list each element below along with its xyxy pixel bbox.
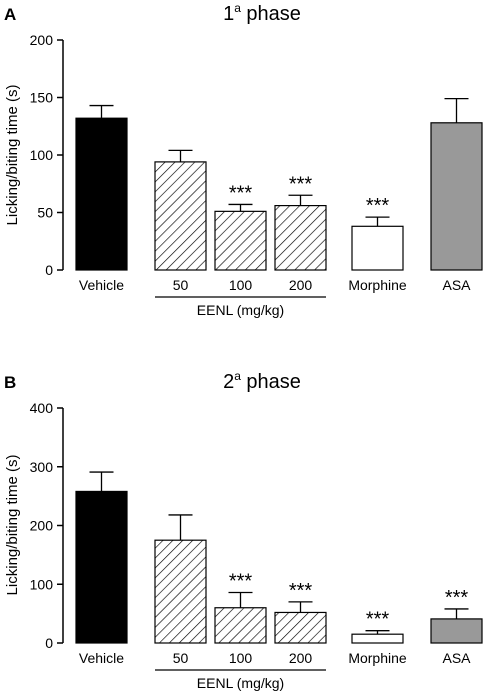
significance-marker: *** bbox=[366, 609, 390, 631]
chart-title: 2a phase bbox=[223, 369, 301, 393]
chart-title-text: phase bbox=[241, 371, 301, 393]
bar-0 bbox=[75, 117, 128, 271]
bar-3 bbox=[274, 205, 327, 271]
x-tick-label: 200 bbox=[289, 277, 313, 293]
significance-marker: *** bbox=[445, 587, 469, 609]
panel-letter: B bbox=[4, 373, 16, 392]
y-tick-label: 200 bbox=[30, 518, 54, 534]
bar-1 bbox=[154, 539, 207, 644]
chart-title-number: 2 bbox=[223, 371, 234, 393]
y-tick-label: 150 bbox=[30, 90, 54, 106]
chart-title-superscript: a bbox=[234, 369, 241, 383]
x-tick-label: ASA bbox=[442, 650, 471, 666]
x-tick-label: Vehicle bbox=[79, 277, 124, 293]
significance-marker: *** bbox=[289, 173, 313, 195]
x-tick-label: ASA bbox=[442, 277, 471, 293]
y-tick-label: 400 bbox=[30, 400, 54, 416]
y-tick-label: 300 bbox=[30, 459, 54, 475]
x-tick-label: 200 bbox=[289, 650, 313, 666]
y-tick-label: 50 bbox=[37, 205, 53, 221]
y-axis-label: Licking/biting time (s) bbox=[4, 85, 21, 226]
significance-marker: *** bbox=[229, 570, 253, 592]
bar-0 bbox=[75, 490, 128, 644]
bar-5 bbox=[430, 122, 483, 271]
x-tick-label: Morphine bbox=[348, 650, 407, 666]
panel-b: B 2a phase Licking/biting time (s) 0 100 200 3… bbox=[4, 369, 483, 691]
chart-title-superscript: a bbox=[234, 1, 241, 15]
bar-4 bbox=[351, 225, 404, 271]
bar-3 bbox=[274, 611, 327, 644]
bar-4 bbox=[351, 633, 404, 644]
x-tick-label: 100 bbox=[229, 650, 253, 666]
bar-2 bbox=[214, 210, 267, 271]
significance-marker: *** bbox=[366, 195, 390, 217]
significance-marker: *** bbox=[229, 182, 253, 204]
x-tick-label: 50 bbox=[173, 277, 189, 293]
y-tick-label: 0 bbox=[45, 262, 53, 278]
bar-5 bbox=[430, 618, 483, 644]
y-tick-label: 100 bbox=[30, 576, 54, 592]
group-label: EENL (mg/kg) bbox=[197, 675, 284, 691]
y-tick-label: 100 bbox=[30, 147, 54, 163]
bar-1 bbox=[154, 161, 207, 271]
significance-marker: *** bbox=[289, 580, 313, 602]
bar-2 bbox=[214, 607, 267, 644]
x-tick-label: Morphine bbox=[348, 277, 407, 293]
x-tick-label: Vehicle bbox=[79, 650, 124, 666]
x-tick-label: 100 bbox=[229, 277, 253, 293]
panel-letter: A bbox=[4, 5, 16, 24]
chart-title: 1a phase bbox=[223, 1, 301, 25]
chart-title-number: 1 bbox=[223, 3, 234, 25]
y-tick-label: 0 bbox=[45, 635, 53, 651]
y-axis-label: Licking/biting time (s) bbox=[4, 455, 21, 596]
chart-title-text: phase bbox=[241, 3, 301, 25]
group-label: EENL (mg/kg) bbox=[197, 302, 284, 318]
x-tick-label: 50 bbox=[173, 650, 189, 666]
y-tick-label: 200 bbox=[30, 32, 54, 48]
